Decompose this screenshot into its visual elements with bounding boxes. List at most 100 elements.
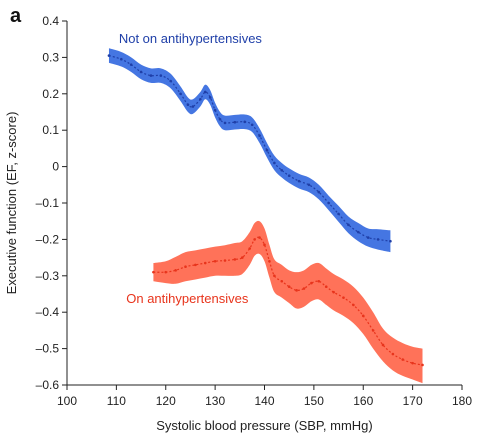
data-point-series-1 — [332, 290, 335, 294]
data-point-series-0 — [273, 161, 276, 165]
data-point-series-0 — [191, 105, 195, 108]
data-point-series-1 — [361, 314, 365, 318]
data-point-series-1 — [280, 279, 284, 283]
panel-label: a — [10, 5, 22, 27]
data-point-series-0 — [337, 212, 340, 216]
data-point-series-0 — [129, 63, 133, 66]
data-point-series-1 — [401, 358, 405, 361]
x-tick-label: 100 — [57, 394, 77, 408]
data-point-series-1 — [213, 259, 217, 263]
data-point-series-1 — [240, 256, 244, 259]
data-point-series-0 — [280, 168, 284, 172]
data-point-series-0 — [199, 97, 202, 101]
data-point-series-0 — [307, 183, 311, 187]
data-point-series-0 — [366, 236, 370, 239]
data-point-series-1 — [253, 238, 256, 241]
data-point-series-0 — [265, 148, 269, 152]
x-tick-label: 130 — [205, 394, 225, 408]
data-point-series-1 — [411, 361, 414, 365]
data-point-series-1 — [295, 289, 298, 292]
data-point-series-1 — [194, 263, 197, 267]
y-tick-label: 0.4 — [42, 14, 59, 28]
data-point-series-1 — [203, 261, 207, 265]
x-tick-label: 120 — [156, 394, 176, 408]
data-point-series-0 — [203, 90, 207, 94]
y-tick-label: 0.3 — [42, 50, 59, 64]
data-point-series-0 — [258, 134, 261, 137]
y-tick-label: 0.1 — [42, 123, 59, 137]
data-point-series-1 — [310, 281, 313, 285]
data-point-series-1 — [381, 343, 385, 347]
y-tick-label: –0.1 — [36, 196, 60, 210]
x-tick-label: 180 — [452, 394, 472, 408]
data-point-series-0 — [223, 121, 227, 125]
data-point-series-0 — [120, 57, 123, 61]
data-point-series-0 — [213, 108, 217, 112]
y-tick-label: –0.2 — [36, 232, 60, 246]
data-point-series-0 — [218, 117, 222, 121]
data-point-series-0 — [169, 79, 172, 83]
data-point-series-0 — [317, 190, 321, 194]
x-axis-title: Systolic blood pressure (SBP, mmHg) — [156, 418, 373, 433]
data-point-series-1 — [342, 296, 345, 299]
data-point-series-1 — [258, 236, 261, 239]
data-point-series-0 — [149, 74, 153, 77]
series-annotation-0: Not on antihypertensives — [119, 31, 263, 46]
data-point-series-0 — [297, 179, 301, 183]
data-point-series-0 — [347, 223, 350, 227]
data-point-series-1 — [371, 329, 375, 332]
confidence-band-series-1 — [153, 220, 423, 384]
confidence-band-series-0 — [108, 48, 391, 253]
y-axis-title: Executive function (EF, z-score) — [4, 112, 19, 295]
y-tick-label: –0.5 — [36, 342, 60, 356]
x-axis-ticks: 100 110 120 130 140 150 160 170 180 — [57, 385, 472, 408]
data-point-series-0 — [139, 70, 143, 74]
series-annotations: Not on antihypertensives On antihypertens… — [119, 31, 263, 306]
data-point-series-1 — [273, 274, 276, 278]
data-point-series-0 — [389, 239, 392, 243]
data-point-series-1 — [164, 270, 168, 274]
data-point-series-1 — [317, 279, 321, 283]
data-point-series-1 — [152, 270, 155, 274]
data-point-series-1 — [248, 247, 251, 250]
data-point-series-0 — [376, 238, 380, 241]
data-point-series-0 — [179, 92, 182, 96]
data-point-series-1 — [263, 243, 266, 247]
series-points — [107, 54, 424, 367]
series-annotation-1: On antihypertensives — [126, 291, 249, 306]
data-point-series-1 — [302, 287, 306, 290]
data-point-series-1 — [287, 285, 291, 289]
x-tick-label: 140 — [254, 394, 274, 408]
x-tick-label: 150 — [304, 394, 324, 408]
data-point-series-1 — [324, 285, 328, 289]
data-point-series-1 — [184, 265, 187, 269]
y-tick-label: 0 — [52, 160, 59, 174]
x-tick-label: 170 — [403, 394, 423, 408]
y-tick-label: –0.6 — [36, 378, 60, 392]
data-point-series-1 — [233, 258, 237, 261]
data-point-series-1 — [268, 259, 271, 263]
data-point-series-0 — [159, 74, 163, 77]
data-point-series-1 — [174, 269, 177, 272]
data-point-series-1 — [421, 363, 424, 367]
data-point-series-1 — [391, 352, 395, 356]
y-tick-label: 0.2 — [42, 87, 59, 101]
data-point-series-0 — [327, 201, 330, 205]
data-point-series-0 — [233, 120, 237, 124]
data-point-series-0 — [208, 96, 212, 99]
y-tick-label: –0.4 — [36, 305, 60, 319]
axes — [66, 21, 462, 386]
x-tick-label: 110 — [107, 394, 126, 408]
y-axis-ticks: 0.4 0.3 0.2 0.1 0 –0.1 –0.2 –0.3 –0.4 –0.5 –0.6 — [36, 14, 67, 392]
data-point-series-1 — [352, 303, 355, 307]
data-point-series-1 — [223, 259, 227, 262]
y-tick-label: –0.3 — [36, 269, 60, 283]
data-point-series-0 — [250, 123, 254, 127]
data-point-series-0 — [243, 120, 247, 124]
data-point-series-0 — [107, 54, 111, 57]
series-line-0 — [108, 55, 391, 242]
data-point-series-0 — [287, 174, 291, 177]
x-tick-label: 160 — [353, 394, 373, 408]
